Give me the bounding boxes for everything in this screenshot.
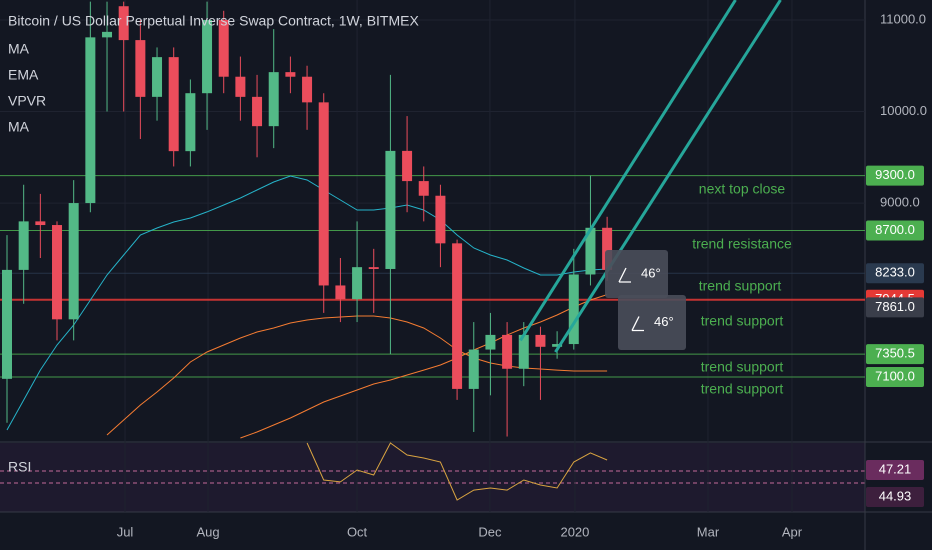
angle-box	[605, 250, 668, 298]
candle-body	[468, 349, 479, 389]
rsi-pane	[0, 443, 865, 512]
candle-body	[2, 269, 13, 379]
indicator-legend: MA	[8, 41, 30, 57]
annotation: trend resistance	[692, 236, 792, 252]
level-label: 7100.0	[875, 368, 915, 383]
candle-body	[52, 225, 63, 320]
candle-body	[335, 285, 346, 300]
candle-body	[35, 221, 46, 226]
x-tick-label: Aug	[196, 524, 219, 539]
annotation: next top close	[699, 181, 786, 197]
indicator-legend: MA	[8, 119, 30, 135]
level-label-box	[866, 344, 924, 365]
marks	[2, 1, 613, 501]
level-label: 7861.0	[875, 299, 915, 314]
candle-body	[568, 274, 579, 345]
x-tick-label: Apr	[782, 524, 803, 539]
candle-body	[485, 334, 496, 350]
candle-body	[402, 150, 413, 182]
trend-line	[519, 0, 737, 342]
candle-body	[285, 72, 296, 77]
level-label: 8700.0	[875, 222, 915, 237]
y-tick-label: 10000.0	[880, 103, 927, 118]
candle-body	[135, 40, 146, 97]
level-label-box	[866, 263, 924, 284]
candle-body	[552, 344, 563, 347]
candle-body	[585, 227, 596, 275]
level-label-box	[866, 367, 924, 388]
candle-body	[85, 37, 96, 204]
annotation: trend support	[701, 313, 784, 329]
indicator-legend: EMA	[8, 67, 39, 83]
rsi-value-label: 47.21	[879, 461, 912, 476]
rsi-value-box	[866, 460, 924, 480]
candle-body	[218, 19, 229, 77]
angle-label: 46°	[654, 314, 674, 329]
angle-label: 46°	[641, 265, 661, 280]
candle-body	[185, 93, 196, 152]
moving-average	[240, 294, 608, 439]
candle-body	[268, 72, 279, 127]
moving-average	[6, 175, 608, 431]
y-tick-label: 9000.0	[880, 195, 920, 210]
angle-icon	[618, 267, 631, 283]
annotation: trend support	[699, 278, 782, 294]
candle-body	[452, 243, 463, 389]
rsi-line	[306, 442, 608, 501]
candle-body	[152, 57, 163, 97]
rsi-label: RSI	[8, 459, 31, 475]
candle-body	[535, 334, 546, 347]
candle-body	[502, 334, 513, 369]
level-label: 7350.5	[875, 346, 915, 361]
angle-box	[618, 295, 686, 350]
annotation: trend support	[701, 359, 784, 375]
annotation: trend support	[701, 381, 784, 397]
overlay: next top close trend resistance trend supp…	[519, 0, 792, 397]
level-label: 8233.0	[875, 265, 915, 280]
x-tick-label: Oct	[347, 524, 368, 539]
level-label-box	[866, 220, 924, 241]
candle-body	[102, 31, 113, 38]
candle-body	[118, 6, 129, 41]
rsi-value-label: 44.93	[879, 488, 912, 503]
level-label: 9300.0	[875, 167, 915, 182]
angle-icon	[631, 316, 644, 332]
x-tick-label: 2020	[560, 524, 589, 539]
candle-body	[352, 267, 363, 300]
y-tick-label: 11000.0	[880, 11, 926, 26]
rsi-value-box	[866, 487, 924, 507]
x-tick-label: Mar	[697, 524, 720, 539]
candle-body	[318, 102, 329, 286]
level-label-box	[866, 165, 924, 186]
candle-body	[202, 19, 213, 94]
x-tick-label: Jul	[117, 524, 134, 539]
level-label-box	[866, 297, 924, 318]
candle-body	[418, 181, 429, 196]
chart-title: Bitcoin / US Dollar Perpetual Inverse Sw…	[8, 13, 419, 29]
x-tick-label: Dec	[478, 524, 502, 539]
candle-body	[602, 227, 613, 270]
candle-body	[68, 203, 79, 320]
candle-body	[302, 76, 313, 103]
candle-body	[368, 267, 379, 269]
candle-body	[18, 221, 29, 270]
candle-body	[435, 195, 446, 244]
candle-body	[252, 96, 263, 127]
indicator-legend: VPVR	[8, 93, 46, 109]
candle-body	[168, 57, 179, 152]
trend-line	[554, 0, 782, 353]
candle-body	[235, 76, 246, 97]
candle-body	[518, 334, 529, 369]
candle-body	[385, 150, 396, 269]
